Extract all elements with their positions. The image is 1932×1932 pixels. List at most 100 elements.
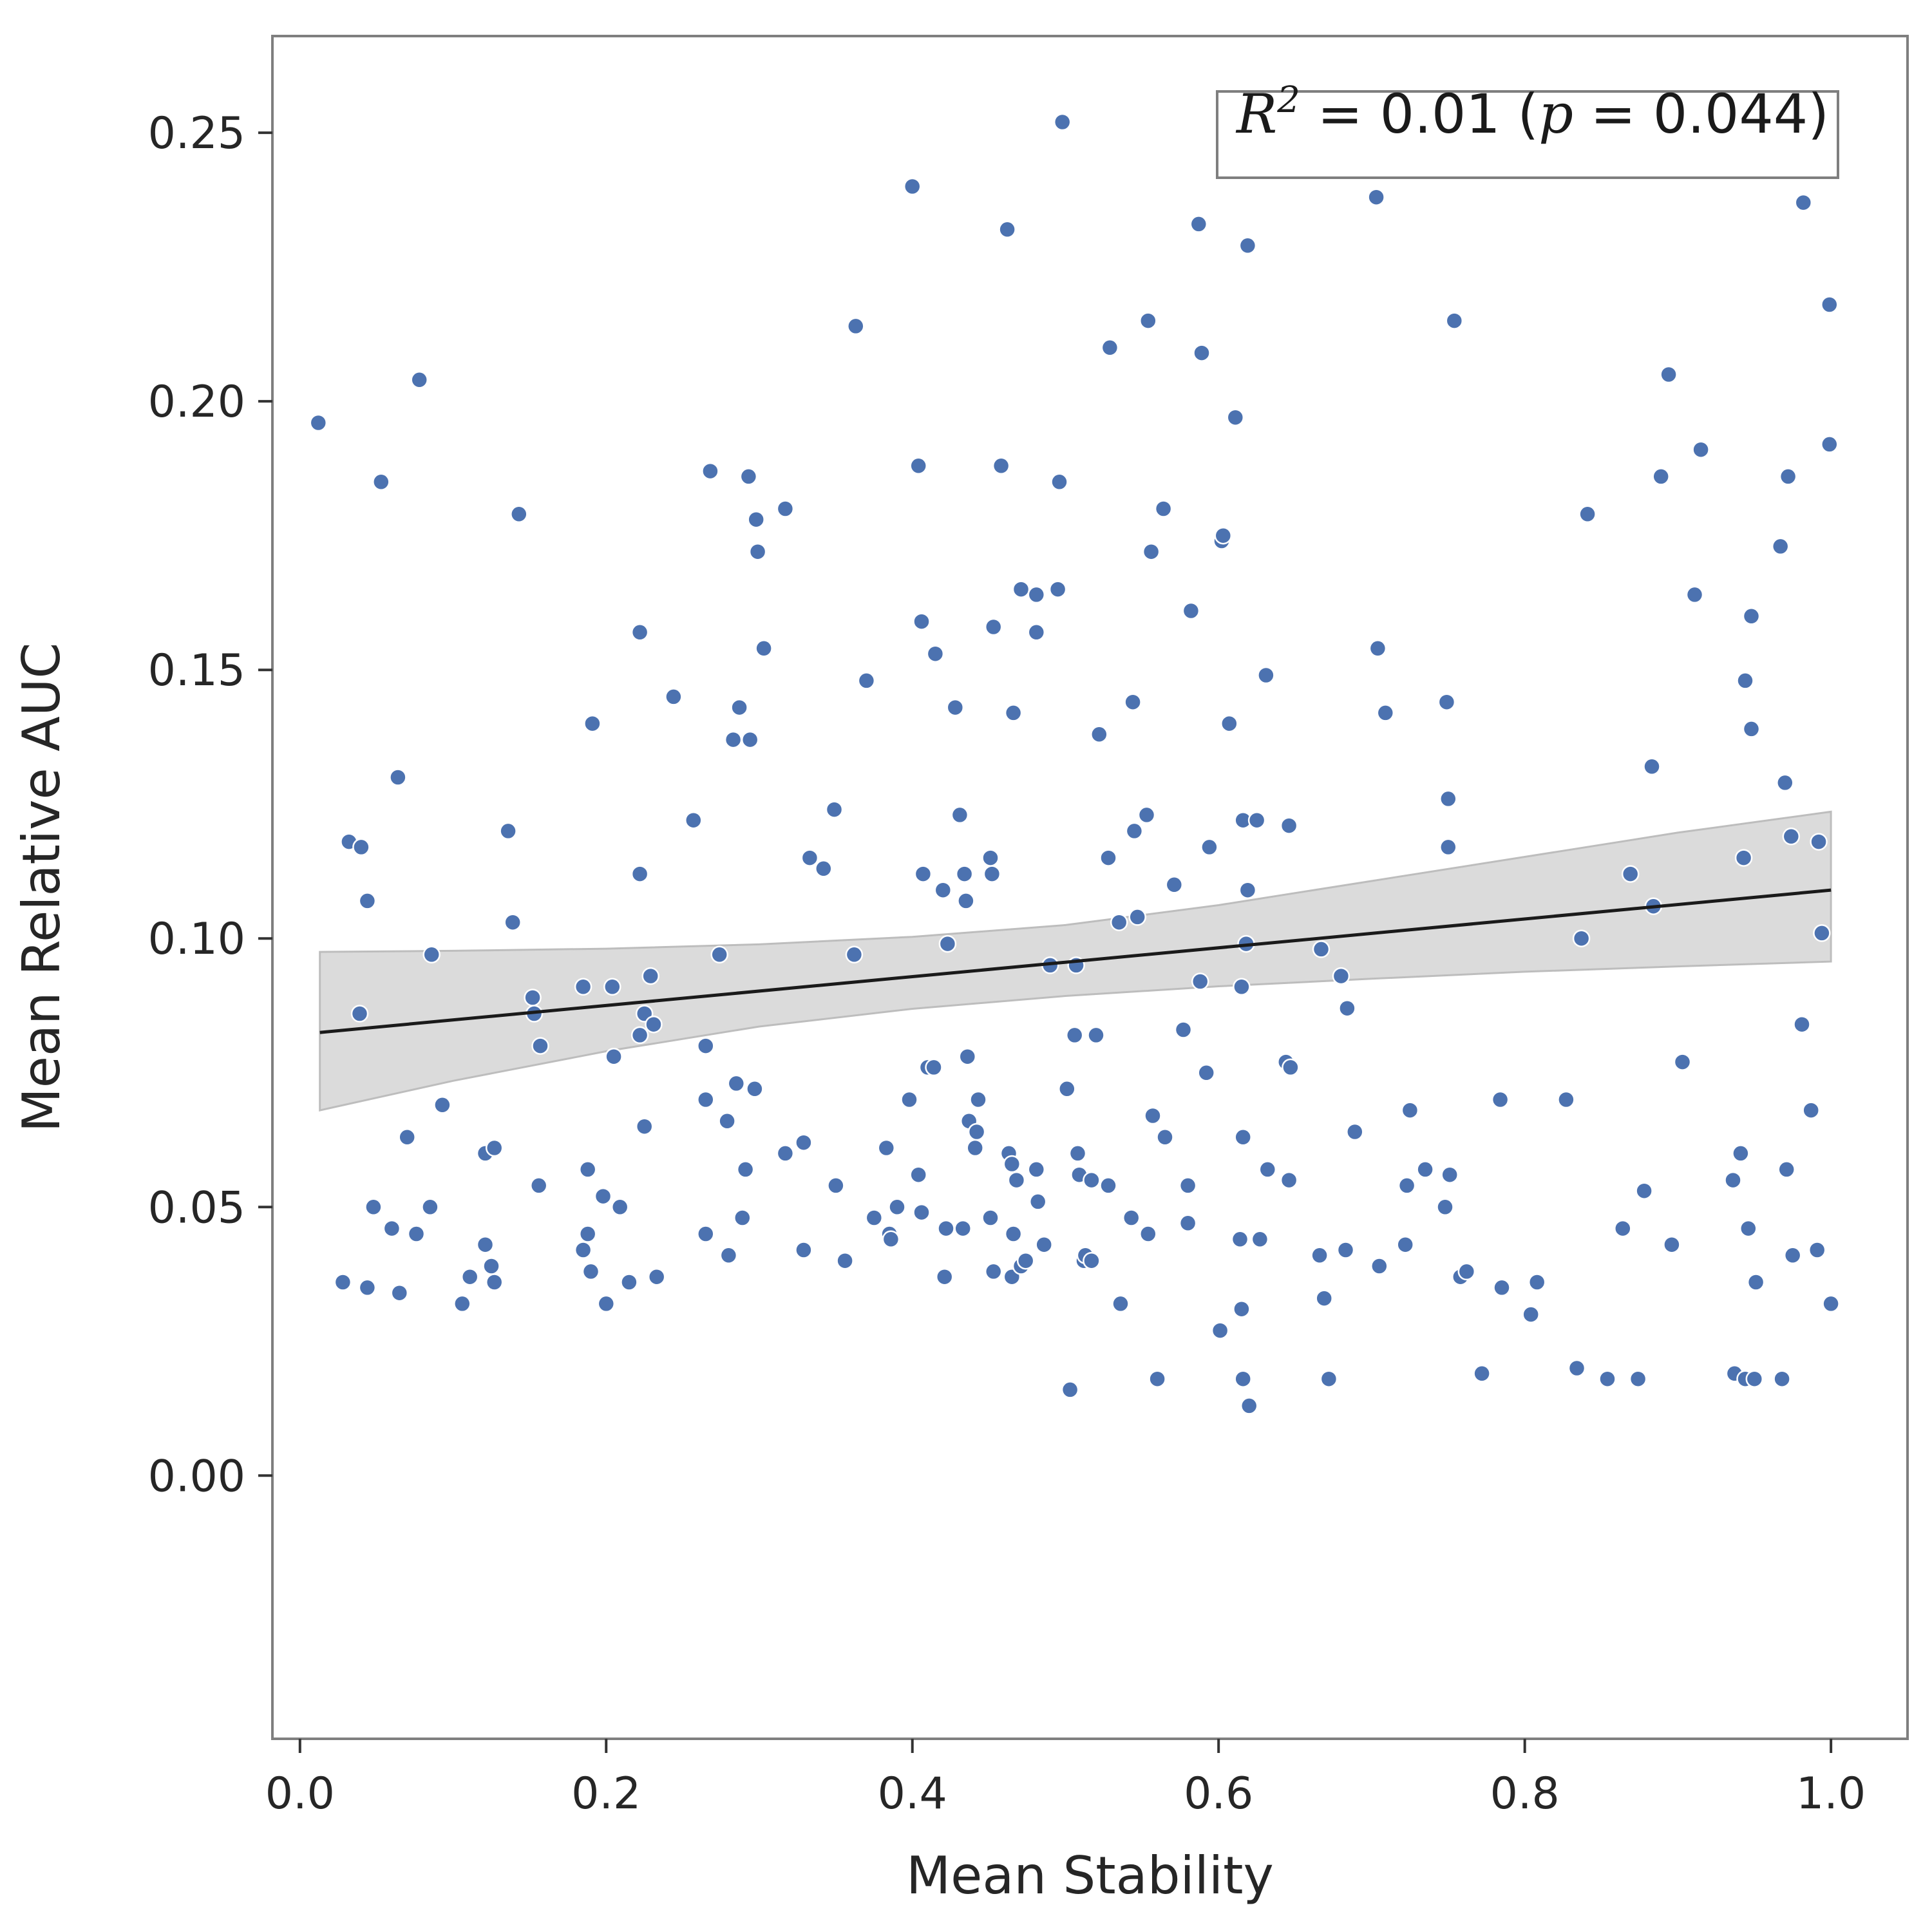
- data-point: [499, 822, 517, 840]
- data-point: [1128, 908, 1146, 926]
- data-point: [605, 1047, 623, 1066]
- data-point: [1125, 822, 1144, 840]
- data-point: [983, 865, 1001, 883]
- data-point: [594, 1187, 612, 1206]
- data-point: [935, 1267, 954, 1286]
- y-tick-label: 0.20: [148, 377, 245, 428]
- data-point: [747, 510, 765, 529]
- data-point: [358, 1278, 377, 1297]
- data-point: [1061, 1381, 1079, 1399]
- data-point: [719, 1246, 738, 1265]
- data-point: [1747, 1273, 1765, 1291]
- data-point: [1200, 838, 1218, 857]
- data-point: [1083, 1171, 1101, 1189]
- data-point: [1782, 828, 1801, 846]
- data-point: [1692, 440, 1710, 459]
- data-point: [1315, 1289, 1333, 1307]
- data-point: [1247, 811, 1266, 829]
- data-point: [900, 1090, 918, 1109]
- r-squared-value: = 0.01 (: [1300, 82, 1539, 146]
- x-axis-title: Mean Stability: [906, 1846, 1274, 1906]
- data-point: [407, 1225, 426, 1243]
- data-point: [1336, 1241, 1355, 1259]
- data-point: [925, 1058, 943, 1077]
- data-point: [1777, 1160, 1795, 1179]
- x-tick-label: 0.6: [1184, 1768, 1253, 1819]
- data-point: [1802, 1101, 1820, 1119]
- data-point: [372, 473, 390, 491]
- data-point: [909, 457, 927, 475]
- p-symbol: p: [1539, 82, 1573, 146]
- y-axis-title: Mean Relative AUC: [12, 643, 71, 1133]
- data-point: [739, 468, 758, 486]
- data-point: [1053, 113, 1072, 131]
- plot-area-frame: [271, 35, 1909, 1740]
- data-point: [1282, 1058, 1300, 1077]
- data-point: [734, 1209, 752, 1227]
- data-point: [453, 1294, 471, 1313]
- data-point: [1742, 720, 1761, 738]
- data-point: [718, 1112, 736, 1130]
- data-point: [422, 945, 440, 964]
- data-point: [1058, 1080, 1076, 1098]
- data-point: [1238, 881, 1257, 899]
- data-point: [1231, 1230, 1249, 1249]
- data-point: [1214, 526, 1233, 545]
- data-point: [1739, 1219, 1757, 1238]
- x-tick-label: 0.4: [878, 1768, 947, 1819]
- data-point: [1165, 876, 1184, 894]
- data-point: [1257, 666, 1275, 685]
- data-point: [1004, 704, 1023, 722]
- data-point: [1139, 1225, 1157, 1243]
- data-point: [1048, 580, 1067, 598]
- data-point: [1068, 1144, 1087, 1162]
- data-point: [1437, 693, 1456, 711]
- data-point: [1598, 1370, 1616, 1388]
- data-point: [1233, 1300, 1251, 1318]
- annotation-box: [1216, 90, 1839, 179]
- data-point: [748, 542, 767, 561]
- data-point: [582, 1262, 600, 1281]
- data-point: [334, 1273, 352, 1291]
- data-point: [1332, 967, 1350, 985]
- data-point: [1745, 1370, 1764, 1388]
- data-point: [1312, 940, 1331, 958]
- data-point: [1567, 1359, 1586, 1378]
- data-point: [1793, 1015, 1811, 1034]
- data-point: [1724, 1171, 1742, 1189]
- data-point: [1685, 585, 1704, 604]
- data-point: [1635, 1182, 1653, 1200]
- data-point: [578, 1225, 597, 1243]
- data-point: [913, 612, 931, 630]
- y-tick-label: 0.05: [148, 1182, 245, 1233]
- data-point: [1614, 1219, 1632, 1238]
- annotation-text: R2 = 0.01 (p = 0.044): [1235, 79, 1829, 146]
- data-point: [727, 1074, 746, 1093]
- data-point: [836, 1251, 854, 1270]
- data-point: [1027, 1160, 1046, 1179]
- data-point: [1234, 1128, 1252, 1146]
- data-point: [1148, 1370, 1166, 1388]
- data-point: [1090, 725, 1108, 744]
- data-point: [358, 892, 377, 910]
- data-point: [1238, 236, 1257, 255]
- data-point: [1099, 1177, 1117, 1195]
- data-point: [1311, 1246, 1329, 1265]
- data-point: [938, 934, 957, 953]
- data-point: [1441, 1166, 1459, 1184]
- data-point: [1280, 817, 1298, 835]
- r-symbol: R: [1235, 82, 1277, 146]
- data-point: [926, 645, 945, 663]
- data-point: [1779, 468, 1797, 486]
- data-point: [1007, 1171, 1026, 1189]
- data-point: [1557, 1090, 1575, 1109]
- data-point: [647, 1267, 666, 1286]
- data-point: [1771, 537, 1790, 556]
- y-tick-label: 0.00: [148, 1451, 245, 1502]
- data-point: [984, 1262, 1003, 1281]
- data-point: [1742, 607, 1761, 625]
- data-point: [1376, 704, 1395, 722]
- data-point: [1491, 1090, 1510, 1109]
- data-point: [603, 978, 621, 996]
- data-point: [1522, 1305, 1540, 1323]
